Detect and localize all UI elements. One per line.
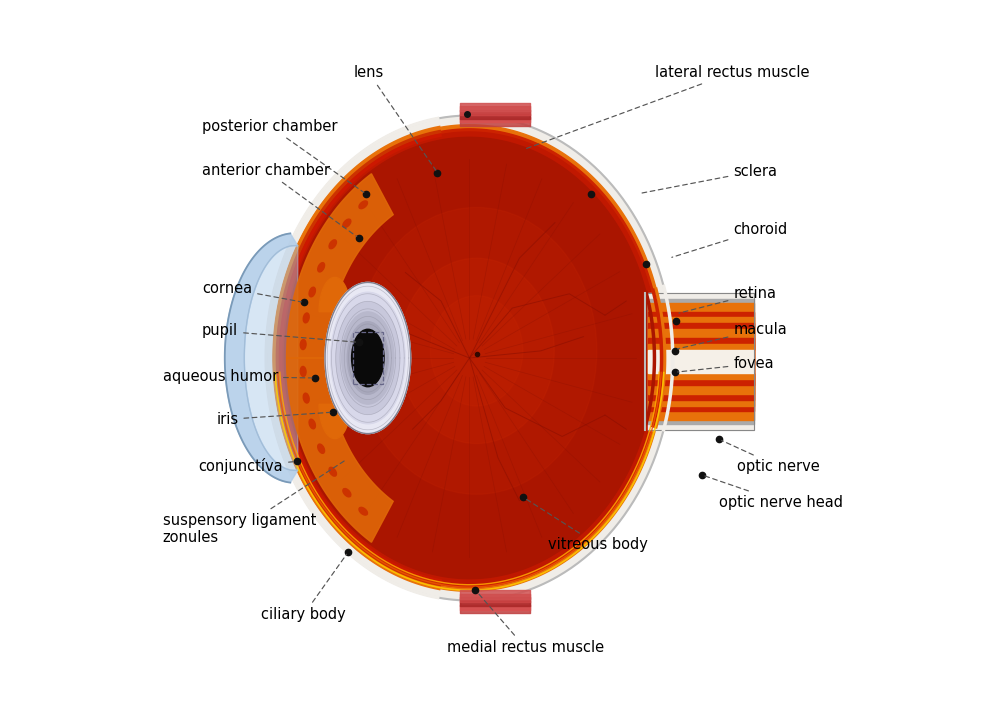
Text: sclera: sclera — [639, 164, 777, 193]
Polygon shape — [319, 277, 351, 311]
Ellipse shape — [357, 208, 597, 494]
Text: posterior chamber: posterior chamber — [202, 119, 364, 193]
Text: vitreous body: vitreous body — [525, 498, 647, 552]
Text: macula: macula — [677, 322, 787, 349]
Text: cornea: cornea — [202, 281, 301, 302]
Polygon shape — [278, 129, 661, 587]
Text: pupil: pupil — [202, 324, 357, 342]
Text: ciliary body: ciliary body — [261, 554, 347, 622]
Ellipse shape — [301, 339, 306, 349]
Text: fovea: fovea — [677, 356, 774, 372]
Text: optic nerve head: optic nerve head — [704, 476, 843, 510]
Ellipse shape — [342, 312, 394, 404]
FancyBboxPatch shape — [648, 311, 754, 412]
Ellipse shape — [359, 201, 368, 208]
Ellipse shape — [303, 313, 309, 323]
Ellipse shape — [309, 419, 316, 429]
Polygon shape — [244, 246, 298, 470]
Ellipse shape — [325, 282, 410, 434]
Ellipse shape — [399, 258, 555, 443]
Ellipse shape — [359, 342, 377, 374]
Text: choroid: choroid — [672, 222, 788, 257]
Text: lens: lens — [354, 65, 436, 170]
Ellipse shape — [343, 219, 351, 228]
Text: lateral rectus muscle: lateral rectus muscle — [526, 65, 810, 149]
FancyBboxPatch shape — [648, 317, 754, 406]
FancyBboxPatch shape — [648, 350, 754, 373]
Polygon shape — [287, 358, 393, 542]
Ellipse shape — [318, 263, 325, 272]
Ellipse shape — [348, 321, 388, 395]
Ellipse shape — [337, 302, 399, 414]
FancyBboxPatch shape — [648, 344, 754, 379]
Ellipse shape — [343, 488, 351, 497]
Text: retina: retina — [679, 286, 776, 313]
Polygon shape — [287, 174, 393, 358]
Ellipse shape — [359, 508, 368, 515]
Ellipse shape — [430, 296, 523, 406]
Ellipse shape — [301, 367, 306, 377]
Ellipse shape — [303, 393, 309, 403]
FancyBboxPatch shape — [648, 293, 754, 430]
Text: iris: iris — [216, 412, 330, 427]
Text: conjunctíva: conjunctíva — [198, 458, 294, 475]
Ellipse shape — [353, 332, 382, 384]
Ellipse shape — [318, 444, 325, 453]
Text: optic nerve: optic nerve — [722, 440, 820, 474]
Text: aqueous humor: aqueous humor — [162, 369, 312, 384]
FancyBboxPatch shape — [648, 303, 754, 420]
Polygon shape — [285, 137, 654, 579]
Ellipse shape — [329, 468, 337, 476]
Polygon shape — [225, 233, 298, 483]
Polygon shape — [280, 132, 659, 584]
FancyBboxPatch shape — [648, 329, 754, 394]
Ellipse shape — [329, 240, 337, 248]
Polygon shape — [266, 132, 396, 584]
Ellipse shape — [352, 329, 384, 387]
Polygon shape — [274, 125, 665, 591]
Text: anterior chamber: anterior chamber — [202, 163, 357, 236]
Polygon shape — [266, 115, 672, 601]
Polygon shape — [319, 405, 351, 439]
Ellipse shape — [331, 292, 405, 424]
FancyBboxPatch shape — [648, 338, 754, 385]
Text: medial rectus muscle: medial rectus muscle — [446, 592, 604, 655]
FancyBboxPatch shape — [648, 299, 754, 425]
FancyBboxPatch shape — [648, 323, 754, 400]
Ellipse shape — [309, 287, 316, 297]
Text: suspensory ligament
zonules: suspensory ligament zonules — [162, 461, 345, 546]
